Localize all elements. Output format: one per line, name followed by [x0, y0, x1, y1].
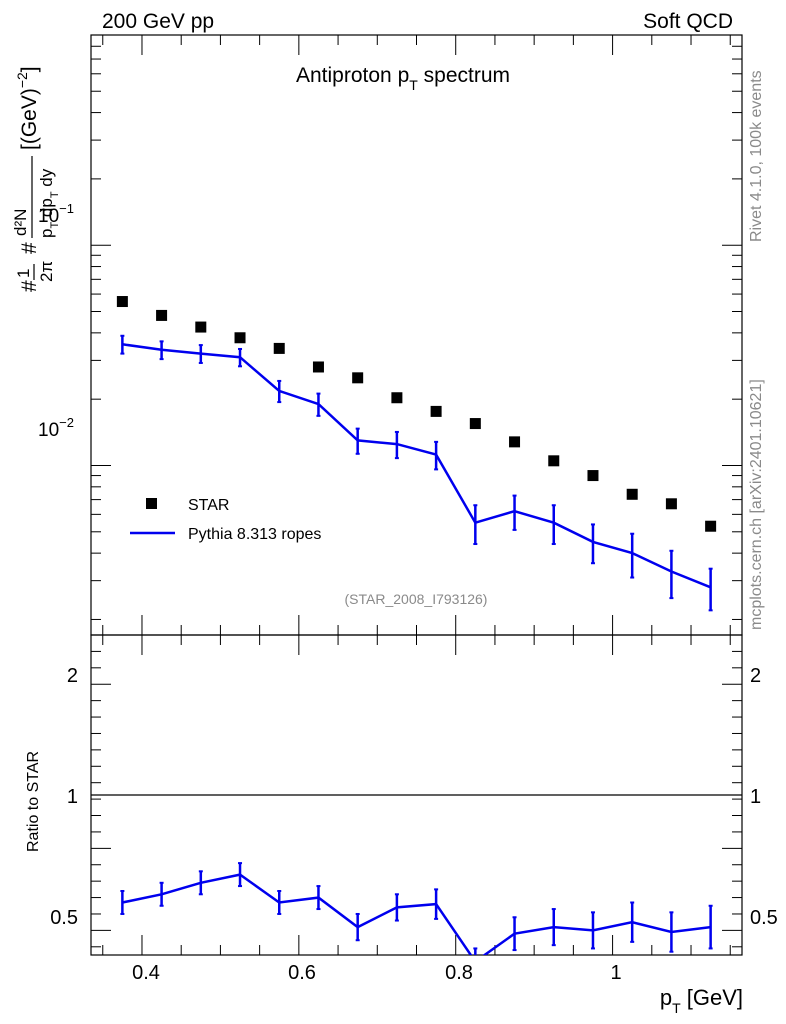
star-point — [509, 436, 521, 448]
xtick-label-0.4: 0.4 — [132, 962, 160, 984]
svg-text:1: 1 — [14, 269, 33, 278]
analysis-tag: (STAR_2008_I793126) — [345, 591, 488, 607]
svg-text:2π: 2π — [37, 261, 56, 282]
ratio-ytick-label-2-right: 2 — [750, 665, 761, 687]
star-point — [234, 332, 246, 344]
star-point — [273, 342, 285, 354]
y-axis-label: # 1 2π # d²N pT dpT dy [(GeV)−2] — [11, 66, 61, 292]
plot-title: Antiproton pT spectrum — [296, 64, 510, 93]
main-frame — [90, 34, 743, 636]
svg-text:#: # — [18, 242, 41, 254]
header-left: 200 GeV pp — [102, 10, 214, 33]
star-point — [430, 405, 442, 417]
legend: STAR Pythia 8.313 ropes — [130, 497, 321, 543]
ratio-ytick-label-1: 1 — [67, 786, 78, 808]
legend-label-star: STAR — [188, 497, 229, 514]
ratio-ytick-label-2: 2 — [67, 665, 78, 687]
x-ticks — [102, 35, 731, 955]
ytick-label-1e-1: 10−1 — [38, 201, 74, 227]
legend-marker-star — [146, 498, 157, 509]
svg-text:#: # — [18, 280, 41, 292]
x-axis-label: pT [GeV] — [660, 985, 743, 1016]
star-point — [705, 520, 717, 532]
ratio-ytick-label-0.5-right: 0.5 — [750, 907, 778, 929]
ratio-line — [122, 873, 711, 955]
ratio-ytick-label-0.5: 0.5 — [50, 907, 78, 929]
ratio-clipped — [120, 862, 713, 955]
star-point — [626, 488, 638, 500]
xtick-label-0.6: 0.6 — [288, 962, 316, 984]
star-point — [116, 296, 128, 308]
star-point — [195, 321, 207, 333]
ratio-data — [120, 862, 713, 955]
ratio-ytick-label-1-right: 1 — [750, 786, 761, 808]
rivet-version-label: Rivet 4.1.0, 100k events — [748, 70, 765, 242]
main-y-ticks — [91, 34, 742, 620]
xtick-label-0.8: 0.8 — [445, 962, 473, 984]
star-point — [587, 470, 599, 482]
star-point — [156, 309, 168, 321]
star-point — [352, 372, 364, 384]
star-point — [665, 498, 677, 510]
legend-label-pythia: Pythia 8.313 ropes — [188, 526, 321, 543]
xtick-label-1: 1 — [610, 962, 621, 984]
main-data — [116, 296, 717, 612]
svg-text:d²N: d²N — [11, 209, 30, 236]
star-point — [548, 455, 560, 467]
header-right: Soft QCD — [643, 10, 733, 33]
svg-text:pT dpT dy: pT dpT dy — [37, 168, 61, 238]
ytick-label-1e-2: 10−2 — [38, 415, 74, 441]
mcplots-label: mcplots.cern.ch [arXiv:2401.10621] — [748, 379, 765, 630]
svg-text:[(GeV)−2]: [(GeV)−2] — [14, 66, 41, 150]
ratio-y-axis-label: Ratio to STAR — [25, 751, 42, 852]
star-point — [391, 392, 403, 404]
pythia-line — [122, 343, 712, 589]
ratio-y-ticks — [91, 634, 742, 948]
star-point — [312, 361, 324, 373]
star-point — [469, 418, 481, 430]
